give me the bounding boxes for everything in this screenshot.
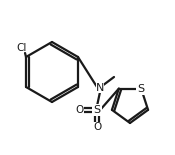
Text: S: S (93, 105, 101, 115)
Text: N: N (96, 83, 104, 93)
Text: O: O (76, 105, 84, 115)
Text: Cl: Cl (17, 43, 27, 53)
Text: O: O (93, 122, 101, 132)
Text: S: S (138, 84, 145, 94)
